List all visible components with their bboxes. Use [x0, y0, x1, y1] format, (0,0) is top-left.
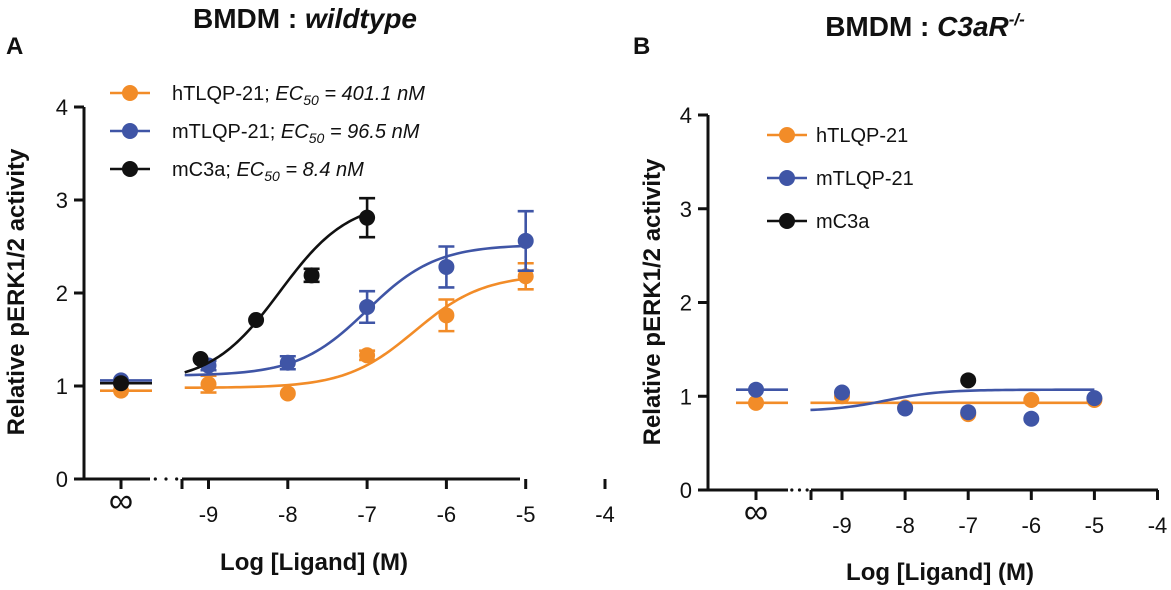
axis-break-dot	[805, 488, 809, 492]
y-tick-label: 3	[680, 197, 692, 222]
data-point	[897, 400, 914, 417]
x-tick-label: -7	[958, 513, 978, 538]
baseline-point	[113, 375, 129, 392]
y-tick-label: 0	[56, 467, 68, 492]
y-tick-label: 1	[680, 384, 692, 409]
data-point	[359, 298, 376, 315]
legend-label: mTLQP-21; EC50 = 96.5 nM	[172, 121, 420, 146]
data-point	[359, 347, 376, 364]
data-point	[279, 385, 296, 402]
axes: 0 1 2 3 4 -9 -8 -7 -6 -5 -4	[680, 103, 1168, 538]
panel-b: B BMDM : C3aR-/- Relative pERK1/2 activi…	[633, 10, 1167, 586]
data-point	[1023, 410, 1040, 427]
x-tick-label: -9	[832, 513, 852, 538]
axis-break-dot	[797, 488, 802, 492]
chart-title: BMDM : wildtype	[193, 3, 417, 34]
y-tick-label: 4	[56, 95, 68, 120]
data-point	[517, 268, 534, 285]
plot-area	[736, 372, 1103, 427]
legend-label: mTLQP-21	[816, 168, 914, 190]
legend-item: mC3a; EC50 = 8.4 nM	[110, 159, 364, 184]
chart-title: BMDM : C3aR-/-	[825, 10, 1025, 42]
y-axis-label: Relative pERK1/2 activity	[639, 158, 666, 445]
fit-curve	[184, 212, 368, 374]
legend-label: hTLQP-21	[816, 125, 908, 147]
axis-break-dot	[175, 477, 179, 481]
legend: hTLQP-21 mTLQP-21 mC3a	[767, 125, 914, 233]
x-tick-label: -4	[595, 502, 615, 527]
legend-item: mTLQP-21	[767, 168, 914, 190]
data-point	[248, 311, 265, 328]
x-tick-label: -7	[357, 502, 377, 527]
legend-item: hTLQP-21	[767, 125, 908, 147]
fit-curve	[184, 244, 526, 377]
y-axis-label: Relative pERK1/2 activity	[3, 148, 30, 435]
x-tick-label: -5	[516, 502, 536, 527]
legend-label: mC3a	[816, 211, 870, 233]
axis-break-dot	[790, 488, 794, 492]
legend-label: mC3a; EC50 = 8.4 nM	[172, 159, 364, 184]
legend-item: mTLQP-21; EC50 = 96.5 nM	[110, 121, 420, 146]
data-point	[303, 267, 320, 284]
x-tick-label: -8	[895, 513, 915, 538]
baseline-point	[748, 394, 764, 411]
legend-marker	[122, 161, 138, 177]
data-point	[834, 384, 850, 401]
legend-marker	[779, 213, 795, 229]
legend-marker	[122, 123, 138, 139]
data-point	[960, 404, 977, 421]
x-axis-label: Log [Ligand] (M)	[846, 559, 1034, 586]
legend-marker	[122, 85, 138, 101]
x-tick-label: -6	[1022, 513, 1042, 538]
fit-curve	[810, 388, 1095, 412]
panel-label: A	[6, 33, 23, 60]
x-tick-label: -4	[1148, 513, 1168, 538]
data-point	[438, 307, 455, 324]
y-tick-label: 3	[56, 188, 68, 213]
y-tick-label: 1	[56, 374, 68, 399]
y-tick-label: 2	[56, 281, 68, 306]
legend-label: hTLQP-21; EC50 = 401.1 nM	[172, 83, 425, 108]
legend-marker	[779, 127, 795, 143]
axes: 0 1 2 3 4 -9 -8 -7 -6 -5 -4	[56, 95, 615, 527]
panel-label: B	[633, 33, 650, 60]
legend-item: mC3a	[767, 211, 870, 233]
data-point	[1023, 392, 1040, 408]
plot-area	[100, 196, 534, 402]
y-tick-label: 4	[680, 103, 692, 128]
axis-break-dot	[153, 477, 157, 481]
data-point	[359, 209, 376, 226]
data-point	[200, 376, 217, 393]
y-tick-label: 0	[680, 478, 692, 503]
panel-a: A BMDM : wildtype Relative pERK1/2 activ…	[3, 3, 615, 576]
legend: hTLQP-21; EC50 = 401.1 nM mTLQP-21; EC50 …	[110, 83, 425, 184]
x-tick-label: -9	[199, 502, 219, 527]
data-point	[960, 372, 977, 389]
baseline-point	[748, 381, 764, 398]
y-tick-label: 2	[680, 291, 692, 316]
x-tick-label: -6	[437, 502, 457, 527]
x-tick-label: -8	[278, 502, 298, 527]
data-point	[1086, 390, 1103, 407]
fit-curve	[184, 277, 526, 390]
data-point	[192, 351, 209, 368]
legend-item: hTLQP-21; EC50 = 401.1 nM	[110, 83, 425, 108]
data-point	[279, 354, 296, 371]
x-axis-label: Log [Ligand] (M)	[220, 549, 408, 576]
legend-marker	[779, 170, 795, 186]
data-point	[438, 258, 455, 275]
axis-break-dot	[164, 477, 168, 481]
data-point	[517, 232, 534, 249]
x-tick-label: -5	[1085, 513, 1105, 538]
